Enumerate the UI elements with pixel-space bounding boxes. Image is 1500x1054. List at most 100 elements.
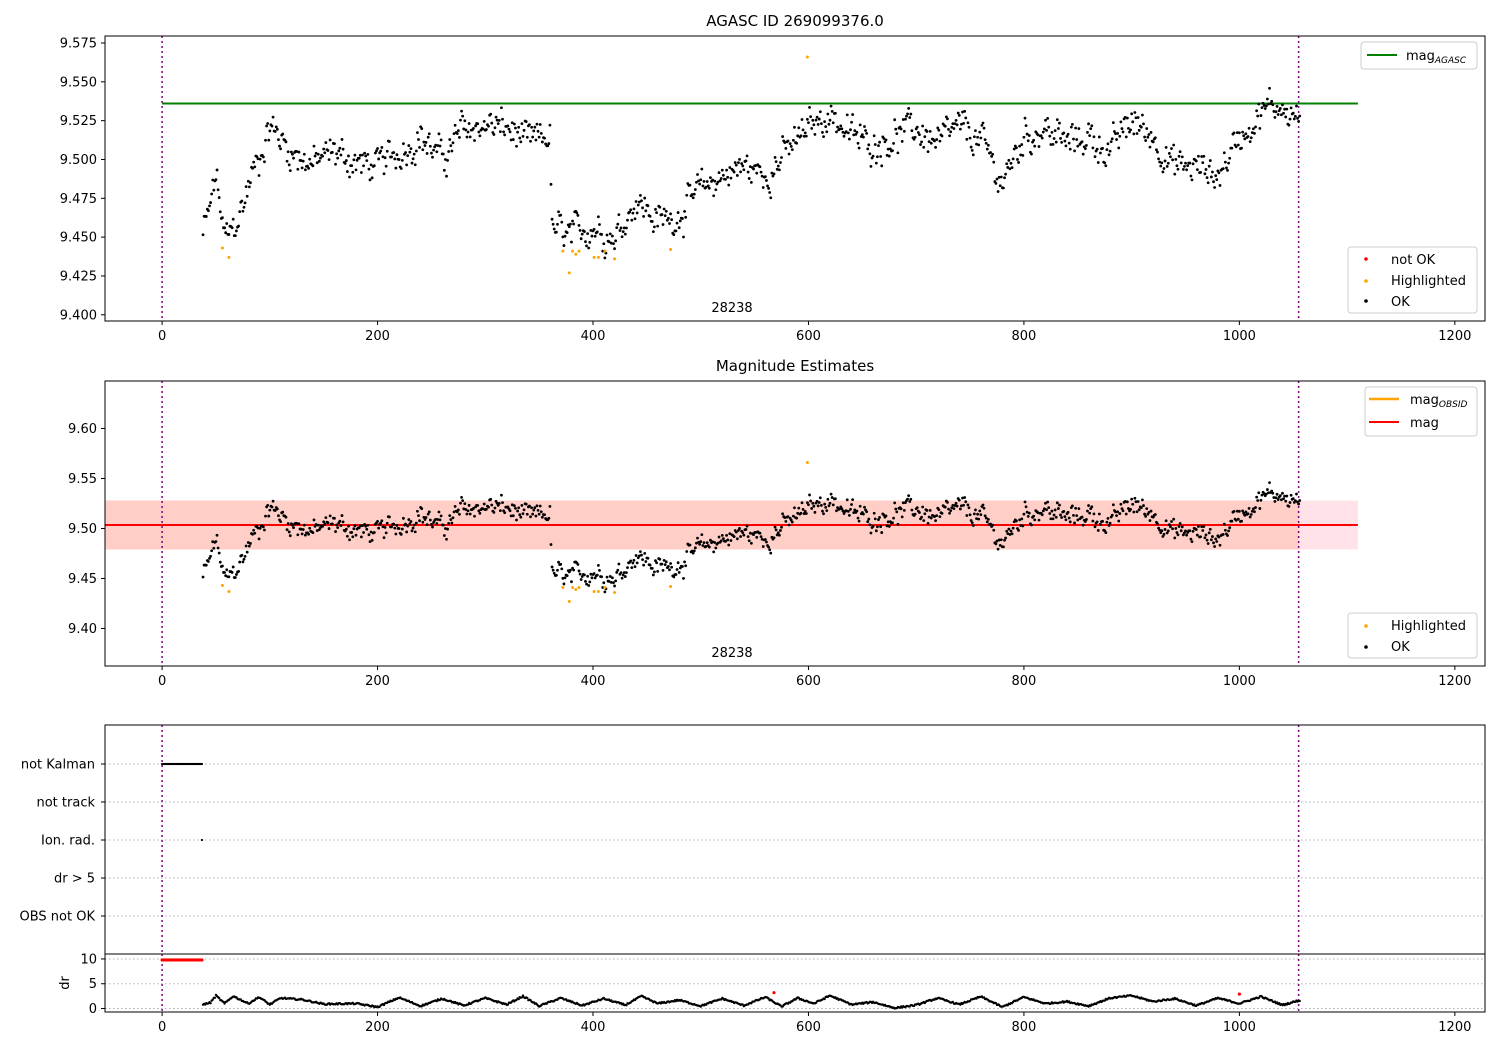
x-tick-label: 200	[365, 674, 390, 689]
ok-point	[651, 573, 655, 577]
ok-point	[1264, 492, 1268, 496]
ok-point	[1271, 103, 1275, 107]
ok-point	[895, 132, 899, 136]
ok-point	[1241, 130, 1245, 134]
ok-point	[1115, 138, 1118, 141]
ok-point	[1119, 502, 1123, 506]
ok-point	[713, 541, 717, 544]
ok-point	[585, 244, 588, 248]
ok-point	[316, 523, 320, 527]
ok-point	[625, 226, 628, 230]
ok-point	[742, 168, 746, 172]
ok-point	[556, 222, 559, 226]
ok-point	[1188, 161, 1192, 165]
ok-point	[1218, 184, 1222, 187]
panel4-ylabel: dr	[58, 976, 73, 990]
ok-point	[328, 138, 332, 142]
ok-point	[755, 171, 759, 175]
ok-point	[352, 158, 356, 162]
ok-point	[632, 558, 636, 562]
ok-point	[506, 124, 510, 128]
ok-point	[393, 526, 397, 530]
ok-point	[476, 122, 480, 126]
highlighted-point	[571, 249, 575, 253]
ok-point	[235, 229, 238, 233]
ok-point	[793, 125, 796, 129]
ok-point	[760, 537, 764, 541]
ok-point	[1116, 132, 1120, 135]
ok-point	[1075, 514, 1079, 518]
ok-point	[1243, 137, 1247, 141]
highlighted-point	[561, 249, 565, 253]
ok-point	[297, 150, 301, 154]
flag-category-label: dr > 5	[54, 872, 95, 887]
dr-point	[506, 1003, 510, 1006]
ok-point	[893, 501, 897, 505]
ok-point	[407, 518, 411, 521]
ok-point	[1195, 533, 1199, 537]
ok-point	[244, 544, 248, 548]
ok-point	[626, 218, 629, 222]
ok-point	[644, 560, 648, 563]
ok-point	[600, 233, 604, 236]
ok-point	[1255, 495, 1259, 499]
ok-point	[561, 576, 565, 580]
ok-point	[718, 179, 722, 183]
ok-point	[308, 157, 312, 161]
ok-point	[1207, 164, 1211, 168]
ok-point	[1004, 172, 1008, 176]
ok-point	[789, 518, 793, 522]
ok-point	[436, 518, 440, 521]
ok-point	[459, 118, 462, 122]
ok-point	[617, 213, 621, 217]
ok-point	[1246, 512, 1250, 516]
ok-point	[1170, 147, 1173, 150]
ok-point	[427, 132, 431, 136]
ok-point	[397, 158, 401, 161]
ok-point	[1026, 515, 1030, 518]
ok-point	[613, 584, 616, 588]
ok-point	[441, 152, 445, 156]
ok-point	[623, 232, 627, 236]
ok-point	[1096, 529, 1100, 532]
ok-point	[635, 211, 639, 215]
highlighted-point	[669, 585, 673, 588]
ok-point	[1091, 519, 1095, 523]
ok-point	[1148, 519, 1152, 522]
ok-point	[563, 576, 567, 580]
ok-point	[637, 554, 641, 558]
ok-point	[629, 559, 633, 563]
ok-point	[449, 144, 453, 147]
ok-point	[1114, 132, 1117, 136]
ok-point	[719, 539, 723, 543]
ok-point	[1278, 107, 1282, 110]
ok-point	[630, 566, 634, 569]
ok-point	[540, 140, 544, 144]
ok-point	[1191, 529, 1195, 533]
ok-point	[674, 229, 678, 233]
ok-point	[1010, 532, 1014, 536]
ok-point	[385, 149, 389, 153]
ok-point	[864, 129, 867, 132]
ok-point	[607, 240, 611, 244]
ok-point	[1175, 531, 1179, 534]
ok-point	[257, 174, 261, 177]
ok-point	[772, 536, 776, 540]
ok-point	[943, 505, 947, 509]
ok-point	[783, 141, 787, 144]
ok-point	[465, 512, 469, 516]
ok-point	[940, 134, 944, 138]
ok-point	[1260, 493, 1264, 497]
ok-point	[918, 133, 921, 137]
ok-point	[907, 494, 911, 498]
ok-point	[339, 153, 343, 157]
ok-point	[432, 521, 435, 524]
ok-point	[554, 230, 558, 234]
ok-point	[411, 526, 415, 530]
ok-point	[755, 535, 759, 539]
ok-point	[801, 508, 805, 511]
ok-point	[1025, 510, 1029, 514]
ok-point	[274, 125, 278, 129]
ok-point	[1019, 153, 1023, 157]
